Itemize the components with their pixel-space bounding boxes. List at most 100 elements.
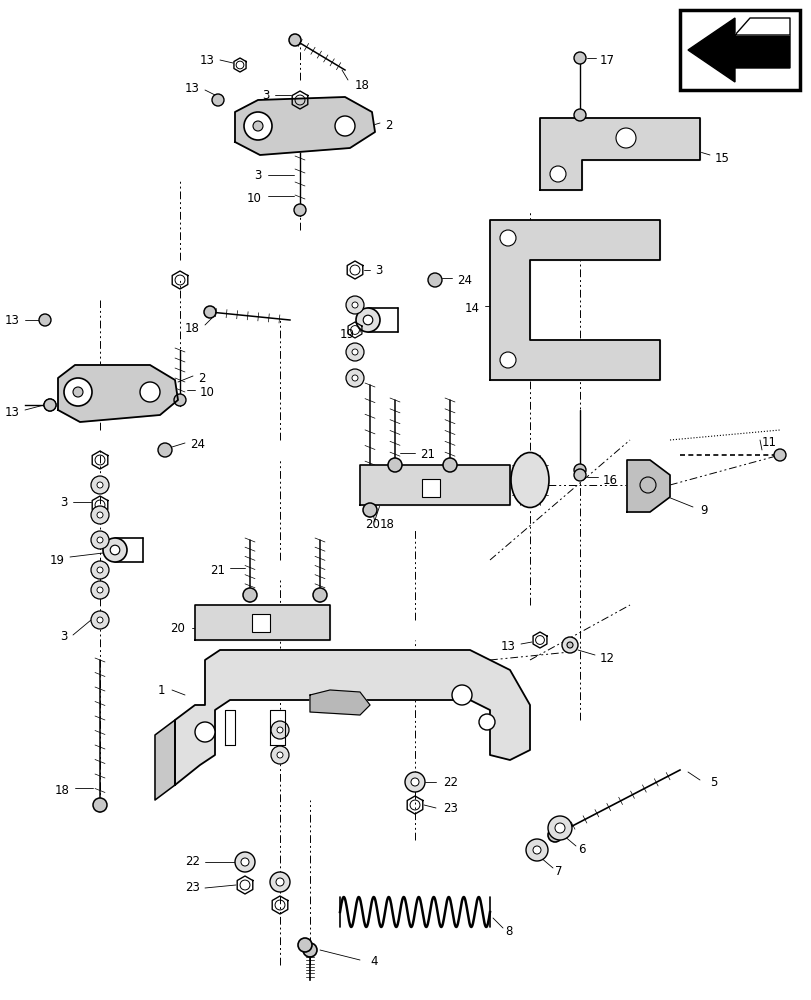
Polygon shape [58,365,178,422]
Ellipse shape [510,452,548,508]
Text: 13: 13 [200,54,215,67]
Circle shape [363,503,376,517]
Text: 10: 10 [247,192,262,205]
Circle shape [271,746,289,764]
Text: 3: 3 [375,263,382,276]
Text: 24: 24 [457,273,471,286]
Circle shape [91,561,109,579]
Polygon shape [489,220,659,380]
Text: 16: 16 [603,474,617,487]
Circle shape [773,449,785,461]
Circle shape [561,637,577,653]
Text: 20: 20 [365,518,380,532]
Polygon shape [155,720,175,800]
Circle shape [93,798,107,812]
Circle shape [345,343,363,361]
Circle shape [97,482,103,488]
Text: 5: 5 [709,776,716,788]
Circle shape [73,387,83,397]
Circle shape [573,464,586,476]
Text: 18: 18 [380,518,394,532]
Circle shape [276,878,284,886]
Bar [251,614,270,632]
Circle shape [243,112,272,140]
Text: 15: 15 [714,152,729,165]
Text: 8: 8 [504,925,512,938]
Circle shape [363,315,372,325]
Circle shape [241,858,249,866]
Text: 20: 20 [170,621,185,634]
Circle shape [526,839,547,861]
Text: 13: 13 [185,82,200,95]
Circle shape [312,588,327,602]
Polygon shape [195,605,329,640]
Circle shape [532,846,540,854]
Circle shape [294,204,306,216]
Text: 10: 10 [200,385,215,398]
Text: 12: 12 [599,652,614,664]
Polygon shape [539,118,699,190]
Circle shape [91,476,109,494]
Text: 22: 22 [443,776,457,788]
Text: 6: 6 [577,843,585,856]
Circle shape [39,314,51,326]
Circle shape [554,823,564,833]
Text: 24: 24 [190,438,204,452]
Text: 13: 13 [500,640,515,654]
Polygon shape [234,97,375,155]
Circle shape [195,722,215,742]
Polygon shape [359,465,509,505]
Circle shape [97,537,103,543]
Circle shape [298,938,311,952]
Circle shape [405,772,424,792]
Text: 19: 19 [340,328,354,342]
Circle shape [478,714,495,730]
Text: 4: 4 [370,955,377,968]
Text: 13: 13 [5,406,20,418]
Circle shape [427,273,441,287]
Circle shape [289,34,301,46]
Polygon shape [225,710,234,745]
Circle shape [573,52,586,64]
Circle shape [351,302,358,308]
Circle shape [91,531,109,549]
Circle shape [271,721,289,739]
Circle shape [253,121,263,131]
Circle shape [242,588,257,602]
Circle shape [355,308,380,332]
Text: 22: 22 [185,855,200,868]
Text: 21: 21 [419,448,435,462]
Circle shape [97,567,103,573]
Circle shape [351,375,358,381]
Circle shape [103,538,127,562]
Text: 2: 2 [198,371,205,384]
Circle shape [410,778,418,786]
Text: 3: 3 [255,169,262,182]
Circle shape [566,642,573,648]
Polygon shape [687,18,789,82]
Circle shape [345,296,363,314]
Circle shape [443,458,457,472]
Circle shape [270,872,290,892]
Text: 2: 2 [384,119,392,132]
Circle shape [303,943,316,957]
Circle shape [345,369,363,387]
Circle shape [44,399,56,411]
Text: 1: 1 [157,684,165,696]
Circle shape [97,617,103,623]
Text: 17: 17 [599,54,614,67]
Circle shape [234,852,255,872]
Circle shape [64,378,92,406]
Circle shape [351,349,358,355]
Circle shape [573,109,586,121]
Circle shape [44,399,56,411]
Text: 7: 7 [554,865,562,878]
Circle shape [204,306,216,318]
Circle shape [335,116,354,136]
Circle shape [91,581,109,599]
Polygon shape [734,18,789,35]
Circle shape [139,382,160,402]
Text: 19: 19 [50,554,65,566]
Circle shape [452,685,471,705]
Circle shape [277,752,283,758]
